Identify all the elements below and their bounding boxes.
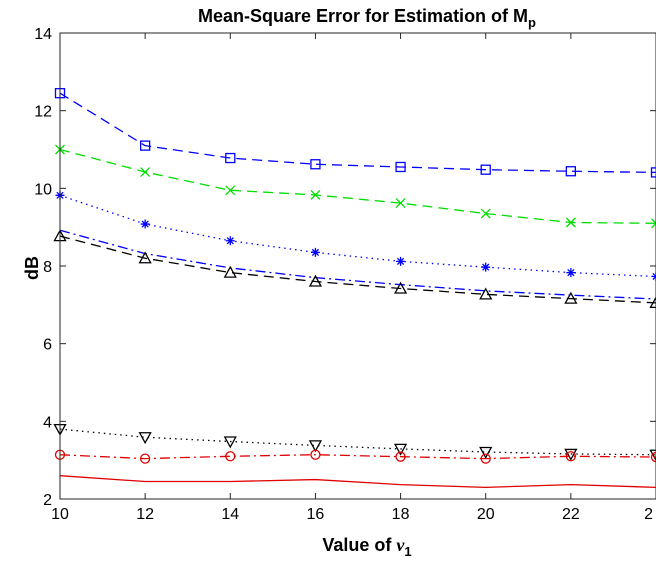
data-point bbox=[140, 167, 151, 177]
x-tick-label: 22 bbox=[562, 506, 580, 523]
x-tick-label: 2 bbox=[644, 506, 653, 523]
series-6 bbox=[53, 423, 656, 462]
data-point bbox=[480, 164, 491, 175]
data-point bbox=[225, 236, 235, 246]
series-2 bbox=[55, 144, 656, 229]
data-point bbox=[481, 262, 491, 272]
data-point bbox=[310, 159, 321, 170]
data-point bbox=[564, 448, 578, 461]
data-point bbox=[479, 446, 493, 459]
series-line bbox=[59, 229, 656, 300]
data-point bbox=[393, 281, 408, 294]
y-tick-label: 12 bbox=[34, 104, 52, 121]
data-point bbox=[395, 451, 406, 462]
chart-title: Mean-Square Error for Estimation of Mp bbox=[198, 6, 536, 30]
series-1 bbox=[54, 88, 656, 178]
data-point bbox=[140, 219, 150, 229]
series-line bbox=[59, 194, 656, 278]
data-point bbox=[139, 453, 151, 464]
data-point bbox=[650, 451, 656, 463]
series-5 bbox=[53, 229, 656, 309]
x-tick-label: 16 bbox=[307, 506, 325, 523]
data-point bbox=[310, 449, 321, 460]
x-tick-label: 18 bbox=[392, 506, 410, 523]
data-point bbox=[225, 185, 236, 196]
data-point bbox=[651, 271, 656, 281]
series-line bbox=[59, 475, 656, 489]
data-point bbox=[564, 291, 578, 304]
data-point bbox=[649, 449, 656, 462]
data-point bbox=[565, 451, 577, 462]
y-tick-label: 14 bbox=[34, 26, 52, 43]
x-tick-label: 10 bbox=[51, 506, 69, 523]
data-point bbox=[393, 443, 408, 456]
x-axis-label: Value of ν1 bbox=[322, 535, 411, 559]
series-line bbox=[59, 428, 656, 456]
plot-frame bbox=[59, 32, 656, 500]
data-point bbox=[395, 198, 406, 209]
data-point bbox=[396, 256, 406, 266]
data-point bbox=[138, 251, 152, 264]
y-tick-label: 10 bbox=[34, 181, 52, 198]
series-line bbox=[59, 235, 656, 304]
data-point bbox=[649, 296, 656, 309]
series-3 bbox=[55, 190, 656, 281]
data-point bbox=[223, 265, 237, 278]
data-point bbox=[308, 440, 323, 453]
data-point bbox=[395, 161, 406, 173]
data-point bbox=[565, 217, 576, 228]
data-point bbox=[566, 268, 576, 278]
data-point bbox=[308, 274, 323, 287]
data-point bbox=[310, 247, 320, 257]
data-point bbox=[651, 218, 656, 229]
x-tick-label: 12 bbox=[136, 506, 154, 523]
data-point bbox=[139, 140, 151, 151]
y-tick-label: 8 bbox=[43, 259, 52, 276]
data-point bbox=[223, 436, 237, 449]
data-point bbox=[650, 167, 656, 178]
x-tick-label: 14 bbox=[221, 506, 239, 523]
y-axis-label: dB bbox=[22, 256, 42, 280]
data-point bbox=[225, 152, 236, 164]
series-line bbox=[59, 92, 656, 174]
y-tick-label: 2 bbox=[43, 492, 52, 509]
data-series bbox=[53, 88, 656, 489]
series-line bbox=[59, 148, 656, 224]
x-tick-label: 20 bbox=[477, 506, 495, 523]
data-point bbox=[479, 287, 493, 300]
y-tick-label: 6 bbox=[43, 337, 52, 354]
data-point bbox=[565, 166, 577, 177]
series-7 bbox=[54, 449, 656, 464]
data-point bbox=[480, 208, 491, 219]
data-point bbox=[310, 189, 321, 200]
y-tick-label: 4 bbox=[43, 414, 52, 431]
data-point bbox=[138, 432, 152, 445]
data-point bbox=[480, 453, 491, 464]
data-point bbox=[225, 451, 236, 462]
series-4 bbox=[59, 229, 656, 300]
series-8 bbox=[59, 475, 656, 489]
